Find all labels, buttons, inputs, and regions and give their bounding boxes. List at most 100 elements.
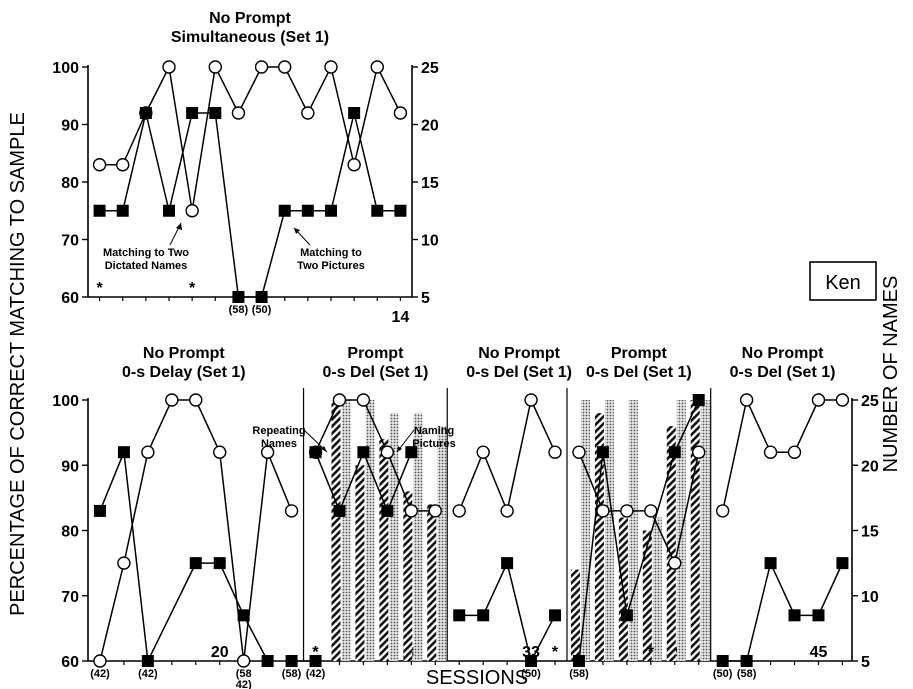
left-tick-label: 90 <box>61 118 79 135</box>
names-line <box>459 560 556 664</box>
accuracy-point <box>208 60 222 74</box>
session-note: (50) <box>252 304 272 316</box>
names-point <box>405 446 418 459</box>
accuracy-point <box>524 393 538 407</box>
annotation-two-pictures: Matching to <box>300 247 362 259</box>
accuracy-point <box>356 393 371 407</box>
left-tick-label: 100 <box>52 393 79 410</box>
annotation-arrow-head <box>321 446 327 452</box>
accuracy-point <box>324 60 338 74</box>
naming-pictures-bar <box>389 413 399 661</box>
panel-title: No Prompt <box>209 10 291 27</box>
names-point <box>117 446 130 459</box>
left-tick-label: 90 <box>61 458 79 475</box>
names-point <box>333 504 346 517</box>
x-axis-label: SESSIONS <box>426 667 528 689</box>
names-point <box>668 446 681 459</box>
panel-title: Prompt <box>347 345 404 362</box>
annotation-dictated-names: Dictated Names <box>105 260 188 272</box>
names-point <box>93 504 106 517</box>
names-point <box>189 557 202 570</box>
names-point <box>213 557 226 570</box>
names-point <box>186 107 199 119</box>
right-tick-label: 5 <box>421 290 430 307</box>
accuracy-point <box>116 158 130 172</box>
repeating-names-bar <box>690 400 700 661</box>
session-tick-label: 14 <box>392 309 410 326</box>
panel-title: Prompt <box>611 345 668 362</box>
names-point <box>740 655 753 667</box>
accuracy-point <box>260 445 275 459</box>
right-tick-label: 15 <box>861 524 879 541</box>
names-point <box>764 557 777 570</box>
accuracy-point <box>231 106 246 120</box>
names-point <box>549 609 562 622</box>
accuracy-point <box>185 204 199 218</box>
names-point <box>620 609 633 622</box>
session-tick-label: 45 <box>810 644 828 661</box>
names-point <box>325 204 337 217</box>
accuracy-point <box>739 393 754 407</box>
accuracy-point <box>572 445 586 459</box>
panel-title: 0-s Del (Set 1) <box>322 364 428 381</box>
accuracy-point <box>835 393 850 407</box>
naming-pictures-bar <box>652 517 662 661</box>
accuracy-line <box>458 397 556 514</box>
names-point <box>596 446 609 459</box>
session-note: (50) <box>521 668 541 680</box>
session-note: (42) <box>306 668 326 680</box>
panel-title: 0-s Del (Set 1) <box>730 364 836 381</box>
session-note: (50) <box>713 668 733 680</box>
panel-title: 0-s Del (Set 1) <box>466 364 572 381</box>
star-marker: * <box>189 280 196 297</box>
repeating-names-bar <box>666 426 676 661</box>
session-note: 42) <box>236 679 252 689</box>
right-tick-label: 10 <box>421 233 439 250</box>
star-marker: * <box>648 644 655 661</box>
naming-pictures-bar <box>341 400 351 661</box>
left-tick-label: 70 <box>61 589 79 606</box>
accuracy-point <box>596 504 610 518</box>
left-tick-label: 60 <box>61 290 79 307</box>
names-point <box>301 204 314 217</box>
session-note: (58) <box>229 304 249 316</box>
annotation-naming-pictures: Pictures <box>412 438 455 450</box>
star-marker: * <box>312 644 319 661</box>
session-note: (58) <box>282 668 302 680</box>
accuracy-point <box>500 504 514 518</box>
accuracy-line <box>99 64 402 211</box>
accuracy-point <box>476 445 490 459</box>
annotation-dictated-names: Matching to Two <box>103 247 189 259</box>
names-line <box>99 112 401 298</box>
accuracy-point <box>811 393 826 407</box>
names-point <box>477 609 490 622</box>
accuracy-point <box>213 445 227 459</box>
right-tick-label: 20 <box>421 118 439 135</box>
right-tick-label: 20 <box>861 458 879 475</box>
names-point <box>255 291 268 303</box>
names-point <box>237 609 250 622</box>
repeating-names-bar <box>594 413 604 661</box>
naming-pictures-bar <box>604 400 614 661</box>
panel-title: No Prompt <box>478 345 560 362</box>
accuracy-point <box>93 654 107 668</box>
session-note: (58) <box>569 668 589 680</box>
names-point <box>309 655 322 667</box>
names-point <box>116 204 129 217</box>
session-note: (58 <box>236 668 252 680</box>
names-point <box>716 655 729 667</box>
names-point <box>788 609 801 622</box>
names-point <box>348 107 361 119</box>
names-point <box>371 204 384 217</box>
accuracy-point <box>620 504 634 518</box>
names-point <box>285 655 298 667</box>
y-left-label: PERCENTAGE OF CORRECT MATCHING TO SAMPLE <box>7 112 29 616</box>
accuracy-point <box>644 504 658 518</box>
left-tick-label: 100 <box>52 60 79 77</box>
names-point <box>209 107 222 119</box>
repeating-names-bar <box>570 569 580 661</box>
repeating-names-bar <box>403 491 413 661</box>
names-point <box>572 655 585 667</box>
accuracy-point <box>404 504 419 518</box>
accuracy-point <box>254 60 269 74</box>
